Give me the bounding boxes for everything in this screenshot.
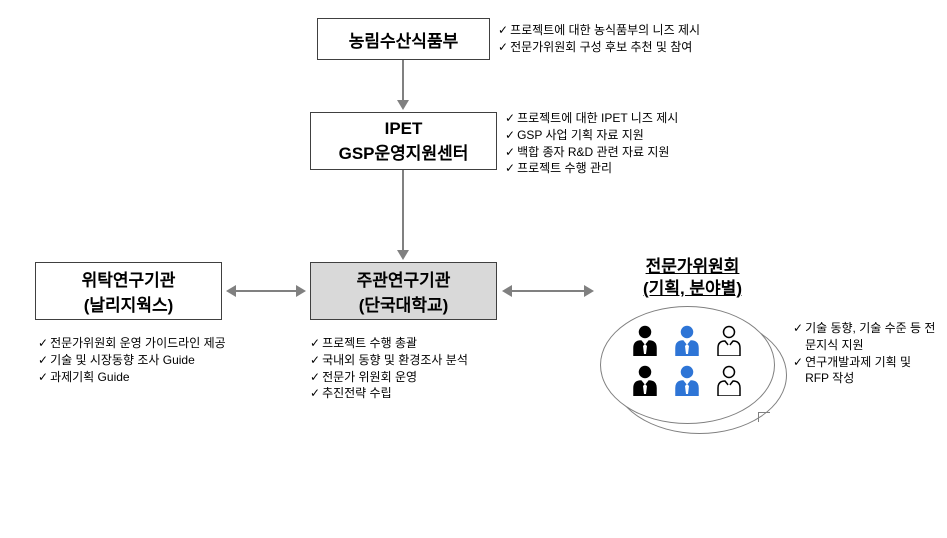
bullet-text: 프로젝트 수행 총괄	[322, 335, 417, 352]
person-icon	[630, 324, 660, 356]
bullet-item: ✓백합 종자 R&D 관련 자료 지원	[505, 144, 765, 161]
node-ipet-line1: IPET	[385, 119, 423, 139]
check-icon: ✓	[498, 39, 508, 56]
committee-title-box: 전문가위원회 (기획, 분야별)	[610, 256, 775, 300]
bullet-item: ✓기술 및 시장동향 조사 Guide	[38, 352, 238, 369]
person-icon	[672, 324, 702, 356]
bullet-text: 프로젝트에 대한 농식품부의 니즈 제시	[510, 22, 700, 39]
check-icon: ✓	[310, 335, 320, 352]
arrow-ipet-center-line	[402, 170, 404, 252]
node-top-bullets: ✓프로젝트에 대한 농식품부의 니즈 제시✓전문가위원회 구성 후보 추천 및 …	[498, 22, 758, 56]
bullet-item: ✓과제기획 Guide	[38, 369, 238, 386]
node-ipet-line2: GSP운영지원센터	[339, 139, 469, 164]
person-icon	[714, 364, 744, 396]
bullet-item: ✓프로젝트에 대한 IPET 니즈 제시	[505, 110, 765, 127]
node-ipet-bullets: ✓프로젝트에 대한 IPET 니즈 제시✓GSP 사업 기획 자료 지원✓백합 …	[505, 110, 765, 177]
check-icon: ✓	[38, 369, 48, 386]
arrow-lc-line	[236, 290, 296, 292]
check-icon: ✓	[505, 110, 515, 127]
node-left-bullets: ✓전문가위원회 운영 가이드라인 제공✓기술 및 시장동향 조사 Guide✓과…	[38, 335, 238, 385]
bullet-text: 기술 및 시장동향 조사 Guide	[50, 352, 195, 369]
committee-title-line1: 전문가위원회	[610, 256, 775, 278]
bullet-item: ✓전문가 위원회 운영	[310, 369, 510, 386]
arrow-top-ipet-line	[402, 60, 404, 102]
node-center-bullets: ✓프로젝트 수행 총괄✓국내외 동향 및 환경조사 분석✓전문가 위원회 운영✓…	[310, 335, 510, 402]
bullet-text: 국내외 동향 및 환경조사 분석	[322, 352, 468, 369]
node-left: 위탁연구기관 (날리지웍스)	[35, 262, 222, 320]
page-corner-icon	[758, 412, 770, 422]
bullet-text: 과제기획 Guide	[50, 369, 130, 386]
persons-grid	[630, 324, 744, 396]
person-icon	[672, 364, 702, 396]
bullet-item: ✓프로젝트에 대한 농식품부의 니즈 제시	[498, 22, 758, 39]
bullet-text: 전문가 위원회 운영	[322, 369, 417, 386]
node-top: 농림수산식품부	[317, 18, 490, 60]
node-center-line1: 주관연구기관	[357, 266, 451, 291]
check-icon: ✓	[38, 335, 48, 352]
check-icon: ✓	[38, 352, 48, 369]
bullet-item: ✓연구개발과제 기획 및 RFP 작성	[793, 354, 938, 388]
bullet-item: ✓기술 동향, 기술 수준 등 전문지식 지원	[793, 320, 938, 354]
bullet-text: 연구개발과제 기획 및 RFP 작성	[805, 354, 938, 388]
node-left-line1: 위탁연구기관	[82, 266, 176, 291]
bullet-item: ✓프로젝트 수행 관리	[505, 160, 765, 177]
bullet-text: 프로젝트 수행 관리	[517, 160, 612, 177]
arrow-cc-head-right	[584, 285, 594, 297]
bullet-item: ✓국내외 동향 및 환경조사 분석	[310, 352, 510, 369]
bullet-text: 전문가위원회 구성 후보 추천 및 참여	[510, 39, 692, 56]
check-icon: ✓	[505, 160, 515, 177]
bullet-text: GSP 사업 기획 자료 지원	[517, 127, 644, 144]
node-center-line2: (단국대학교)	[359, 291, 449, 316]
check-icon: ✓	[310, 369, 320, 386]
committee-bullets: ✓기술 동향, 기술 수준 등 전문지식 지원✓연구개발과제 기획 및 RFP …	[793, 320, 938, 387]
bullet-item: ✓전문가위원회 운영 가이드라인 제공	[38, 335, 238, 352]
node-left-line2: (날리지웍스)	[84, 291, 174, 316]
bullet-text: 추진전략 수립	[322, 385, 392, 402]
bullet-item: ✓전문가위원회 구성 후보 추천 및 참여	[498, 39, 758, 56]
node-top-title: 농림수산식품부	[349, 27, 458, 52]
arrow-cc-head-left	[502, 285, 512, 297]
node-center: 주관연구기관 (단국대학교)	[310, 262, 497, 320]
arrow-top-ipet-head	[397, 100, 409, 110]
check-icon: ✓	[793, 320, 803, 337]
check-icon: ✓	[505, 127, 515, 144]
check-icon: ✓	[498, 22, 508, 39]
check-icon: ✓	[505, 144, 515, 161]
arrow-lc-head-left	[226, 285, 236, 297]
bullet-item: ✓추진전략 수립	[310, 385, 510, 402]
bullet-item: ✓GSP 사업 기획 자료 지원	[505, 127, 765, 144]
bullet-text: 프로젝트에 대한 IPET 니즈 제시	[517, 110, 678, 127]
bullet-text: 전문가위원회 운영 가이드라인 제공	[50, 335, 226, 352]
check-icon: ✓	[793, 354, 803, 371]
check-icon: ✓	[310, 352, 320, 369]
bullet-text: 백합 종자 R&D 관련 자료 지원	[517, 144, 669, 161]
arrow-ipet-center-head	[397, 250, 409, 260]
person-icon	[714, 324, 744, 356]
arrow-lc-head-right	[296, 285, 306, 297]
node-ipet: IPET GSP운영지원센터	[310, 112, 497, 170]
arrow-cc-line	[512, 290, 584, 292]
bullet-text: 기술 동향, 기술 수준 등 전문지식 지원	[805, 320, 938, 354]
bullet-item: ✓프로젝트 수행 총괄	[310, 335, 510, 352]
person-icon	[630, 364, 660, 396]
check-icon: ✓	[310, 385, 320, 402]
committee-title-line2: (기획, 분야별)	[610, 278, 775, 300]
